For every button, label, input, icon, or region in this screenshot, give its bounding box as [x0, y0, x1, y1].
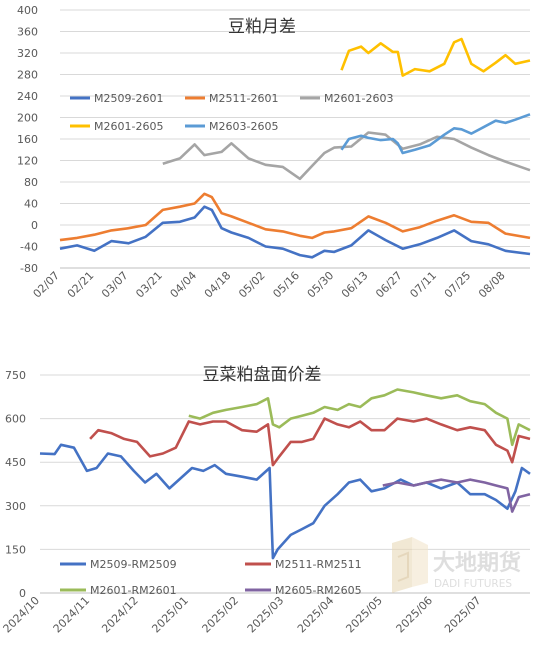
y-tick-label: 150	[5, 543, 26, 556]
series-line-m2601-2603	[162, 131, 531, 181]
series-group	[59, 37, 531, 259]
x-tick-label: 2025/02	[200, 594, 242, 636]
watermark: 大地期货 DADI FUTURES	[392, 537, 521, 593]
y-tick-label: 450	[5, 456, 26, 469]
x-tick-label: 05/02	[236, 269, 268, 301]
y-tick-label: -40	[20, 241, 38, 254]
x-tick-label: 2024/10	[1, 594, 43, 636]
legend-label: M2601-2603	[324, 92, 393, 105]
x-tick-label: 2025/01	[149, 594, 191, 636]
x-tick-label: 07/11	[407, 269, 439, 301]
series-line-m2601-rm2601	[188, 388, 531, 447]
y-tick-label: 300	[5, 500, 26, 513]
legend-label: M2511-RM2511	[275, 558, 362, 571]
y-tick-label: 240	[17, 90, 38, 103]
series-line-m2509-rm2509	[39, 443, 531, 560]
x-tick-label: 04/04	[168, 269, 200, 301]
x-tick-label: 04/18	[202, 269, 234, 301]
chart-title: 豆菜粕盘面价差	[203, 365, 322, 385]
watermark-en: DADI FUTURES	[434, 578, 512, 590]
series-line-m2511-rm2511	[89, 417, 531, 467]
x-tick-label: 03/07	[99, 269, 131, 301]
chart-title: 豆粕月差	[228, 17, 296, 37]
series-line-m2601-2605	[340, 37, 531, 77]
y-tick-label: 320	[17, 47, 38, 60]
legend-label: M2605-RM2605	[275, 584, 362, 597]
x-tick-label: 05/16	[270, 269, 302, 301]
y-tick-label: 600	[5, 413, 26, 426]
y-tick-label: 280	[17, 69, 38, 82]
x-tick-label: 03/21	[133, 269, 165, 301]
series-line-m2603-2605	[340, 113, 531, 155]
x-axis: 02/07 02/21 03/07 03/21 04/04 04/18 05/02 05/16…	[31, 267, 530, 301]
y-tick-label: 160	[17, 133, 38, 146]
y-tick-label: 360	[17, 26, 38, 39]
legend-label: M2601-2605	[94, 120, 163, 133]
legend: M2509-RM2509 M2511-RM2511 M2601-RM2601 M260…	[60, 558, 362, 597]
x-tick-label: 05/30	[305, 269, 337, 301]
legend-label: M2601-RM2601	[90, 584, 177, 597]
x-tick-label: 08/08	[476, 269, 508, 301]
x-tick-label: 2025/04	[295, 594, 337, 636]
x-tick-label: 2024/11	[51, 594, 93, 636]
chart-soymeal-month-spread: -80 -40 0 40 80 120 160 200 240 280 320 360 400 02/0…	[17, 4, 531, 301]
grid-lines	[60, 9, 530, 269]
y-tick-label: 0	[19, 587, 26, 600]
legend-label: M2509-2601	[94, 92, 163, 105]
x-tick-label: 06/13	[339, 269, 371, 301]
series-line-m2509-2601	[59, 205, 531, 259]
y-tick-label: 80	[24, 176, 38, 189]
y-tick-label: 400	[17, 4, 38, 17]
legend-label: M2509-RM2509	[90, 558, 177, 571]
y-tick-label: 200	[17, 112, 38, 125]
y-axis: -80 -40 0 40 80 120 160 200 240 280 320 360 400	[17, 4, 38, 275]
x-axis: 2024/10 2024/11 2024/12 2025/01 2025/02 2025/…	[1, 592, 530, 636]
x-tick-label: 2025/03	[245, 594, 287, 636]
legend-label: M2603-2605	[209, 120, 278, 133]
x-tick-label: 06/27	[373, 269, 405, 301]
watermark-cn: 大地期货	[433, 550, 521, 576]
x-tick-label: 2025/05	[343, 594, 385, 636]
x-tick-label: 2025/06	[394, 594, 436, 636]
y-tick-label: 40	[24, 198, 38, 211]
y-tick-label: -80	[20, 262, 38, 275]
y-tick-label: 120	[17, 155, 38, 168]
x-tick-label: 02/21	[65, 269, 97, 301]
y-axis: 0 150 300 450 600 750	[5, 369, 26, 600]
legend-label: M2511-2601	[209, 92, 278, 105]
y-tick-label: 750	[5, 369, 26, 382]
x-tick-label: 07/25	[442, 269, 474, 301]
series-line-m2605-rm2605	[382, 478, 531, 513]
legend: M2509-2601 M2511-2601 M2601-2603 M2601-2605…	[70, 92, 393, 133]
x-tick-label: 2025/07	[442, 594, 484, 636]
series-group	[39, 388, 531, 560]
dadi-logo-icon	[392, 537, 428, 593]
x-tick-label: 2024/12	[99, 594, 141, 636]
y-tick-label: 0	[31, 219, 38, 232]
series-line-m2511-2601	[59, 192, 531, 242]
